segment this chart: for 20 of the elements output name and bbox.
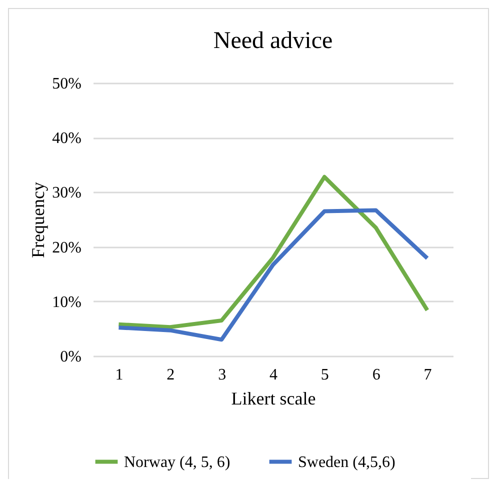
x-tick-label: 1	[115, 366, 124, 384]
y-tick-label: 10%	[52, 294, 82, 311]
x-tick-label: 3	[218, 366, 226, 384]
y-axis-title: Frequency	[28, 182, 48, 258]
legend-label: Norway (4, 5, 6)	[124, 454, 230, 471]
y-tick-label: 30%	[52, 184, 82, 202]
chart-title: Need advice	[213, 28, 333, 54]
x-axis-title: Likert scale	[231, 388, 316, 408]
x-tick-label: 7	[424, 366, 432, 384]
y-tick-label: 50%	[52, 76, 82, 92]
line-series	[116, 174, 430, 330]
line-series	[116, 208, 430, 342]
legend-label: Sweden (4,5,6)	[298, 454, 396, 471]
y-tick-label: 40%	[52, 130, 82, 148]
y-tick-label: 20%	[52, 239, 82, 256]
x-tick-label: 5	[320, 366, 329, 384]
y-tick-label: 0%	[60, 348, 82, 366]
x-tick-label: 6	[372, 366, 380, 384]
x-tick-label: 2	[166, 366, 175, 384]
x-tick-label: 4	[270, 366, 278, 384]
